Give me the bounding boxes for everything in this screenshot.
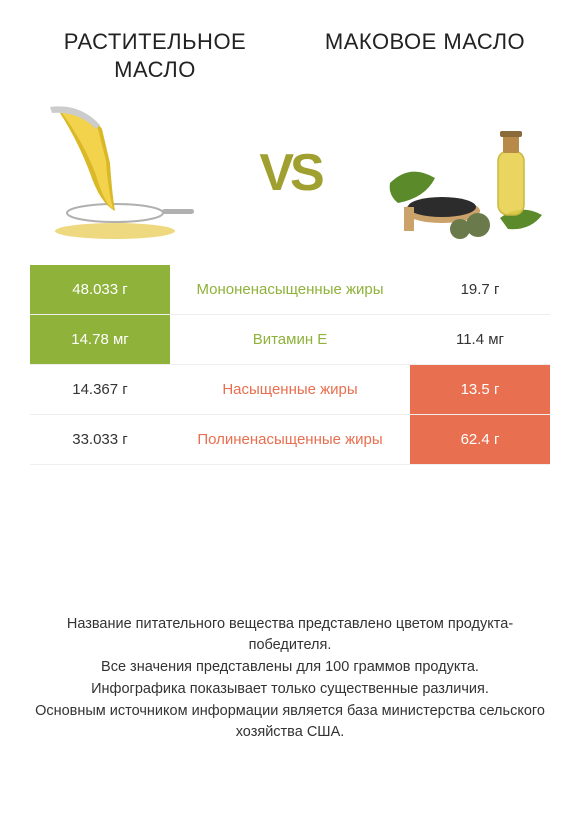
nutrient-label-cell: Насыщенные жиры	[170, 365, 410, 414]
nutrient-label-cell: Витамин E	[170, 315, 410, 364]
left-product-image	[30, 103, 200, 243]
table-row: 14.78 мгВитамин E11.4 мг	[30, 315, 550, 365]
right-value-cell: 19.7 г	[410, 265, 550, 314]
vs-label: VS	[259, 143, 320, 203]
nutrient-label-cell: Полиненасыщенные жиры	[170, 415, 410, 464]
table-row: 14.367 гНасыщенные жиры13.5 г	[30, 365, 550, 415]
left-value-cell: 14.367 г	[30, 365, 170, 414]
left-value-cell: 33.033 г	[30, 415, 170, 464]
titles-row: РАСТИТЕЛЬНОЕ МАСЛО МАКОВОЕ МАСЛО	[0, 0, 580, 95]
left-product-title: РАСТИТЕЛЬНОЕ МАСЛО	[40, 28, 270, 83]
right-value-cell: 13.5 г	[410, 365, 550, 414]
left-value-cell: 14.78 мг	[30, 315, 170, 364]
table-row: 48.033 гМононенасыщенные жиры19.7 г	[30, 265, 550, 315]
right-product-image	[380, 103, 550, 243]
footer-line: Основным источником информации является …	[30, 701, 550, 745]
comparison-table: 48.033 гМононенасыщенные жиры19.7 г14.78…	[0, 265, 580, 465]
footer-line: Все значения представлены для 100 граммо…	[30, 657, 550, 679]
footer-notes: Название питательного вещества представл…	[30, 614, 550, 745]
right-value-cell: 62.4 г	[410, 415, 550, 464]
footer-line: Название питательного вещества представл…	[30, 614, 550, 658]
left-value-cell: 48.033 г	[30, 265, 170, 314]
table-row: 33.033 гПолиненасыщенные жиры62.4 г	[30, 415, 550, 465]
right-product-title: МАКОВОЕ МАСЛО	[310, 28, 540, 83]
right-value-cell: 11.4 мг	[410, 315, 550, 364]
nutrient-label-cell: Мононенасыщенные жиры	[170, 265, 410, 314]
footer-line: Инфографика показывает только существенн…	[30, 679, 550, 701]
hero-row: VS	[0, 95, 580, 265]
